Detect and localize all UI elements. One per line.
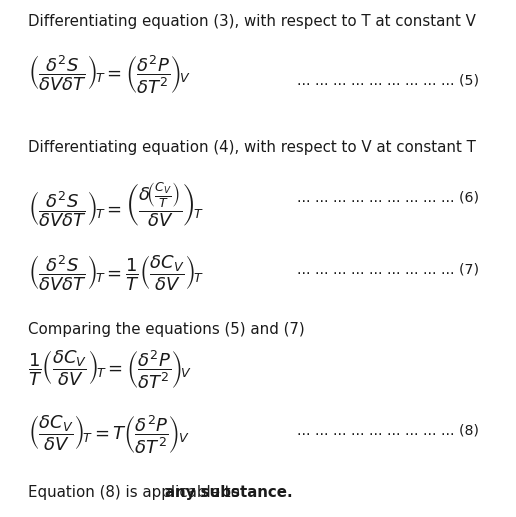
Text: Comparing the equations (5) and (7): Comparing the equations (5) and (7) — [28, 322, 305, 337]
Text: $\left( \dfrac{\delta C_V}{\delta V} \right)_{\!T} = T\left( \dfrac{\delta^2 P}{: $\left( \dfrac{\delta C_V}{\delta V} \ri… — [28, 414, 190, 455]
Text: any substance.: any substance. — [165, 485, 293, 500]
Text: Differentiating equation (4), with respect to V at constant T: Differentiating equation (4), with respe… — [28, 140, 476, 155]
Text: ... ... ... ... ... ... ... ... ... (6): ... ... ... ... ... ... ... ... ... (6) — [297, 190, 479, 204]
Text: ... ... ... ... ... ... ... ... ... (7): ... ... ... ... ... ... ... ... ... (7) — [297, 263, 479, 277]
Text: ... ... ... ... ... ... ... ... ... (5): ... ... ... ... ... ... ... ... ... (5) — [297, 73, 479, 87]
Text: $\dfrac{1}{T}\left( \dfrac{\delta C_V}{\delta V} \right)_{\!T} = \left( \dfrac{\: $\dfrac{1}{T}\left( \dfrac{\delta C_V}{\… — [28, 349, 192, 391]
Text: ... ... ... ... ... ... ... ... ... (8): ... ... ... ... ... ... ... ... ... (8) — [297, 424, 478, 438]
Text: $\left( \dfrac{\delta^2 S}{\delta V \delta T} \right)_{\!T} = \left( \dfrac{\del: $\left( \dfrac{\delta^2 S}{\delta V \del… — [28, 180, 204, 229]
Text: $\left( \dfrac{\delta^2 S}{\delta V \delta T} \right)_{\!T} = \dfrac{1}{T}\left(: $\left( \dfrac{\delta^2 S}{\delta V \del… — [28, 253, 204, 292]
Text: Equation (8) is applicable to: Equation (8) is applicable to — [28, 485, 245, 500]
Text: $\left( \dfrac{\delta^2 S}{\delta V \delta T} \right)_{\!T} = \left( \dfrac{\del: $\left( \dfrac{\delta^2 S}{\delta V \del… — [28, 54, 191, 96]
Text: Differentiating equation (3), with respect to T at constant V: Differentiating equation (3), with respe… — [28, 14, 476, 29]
